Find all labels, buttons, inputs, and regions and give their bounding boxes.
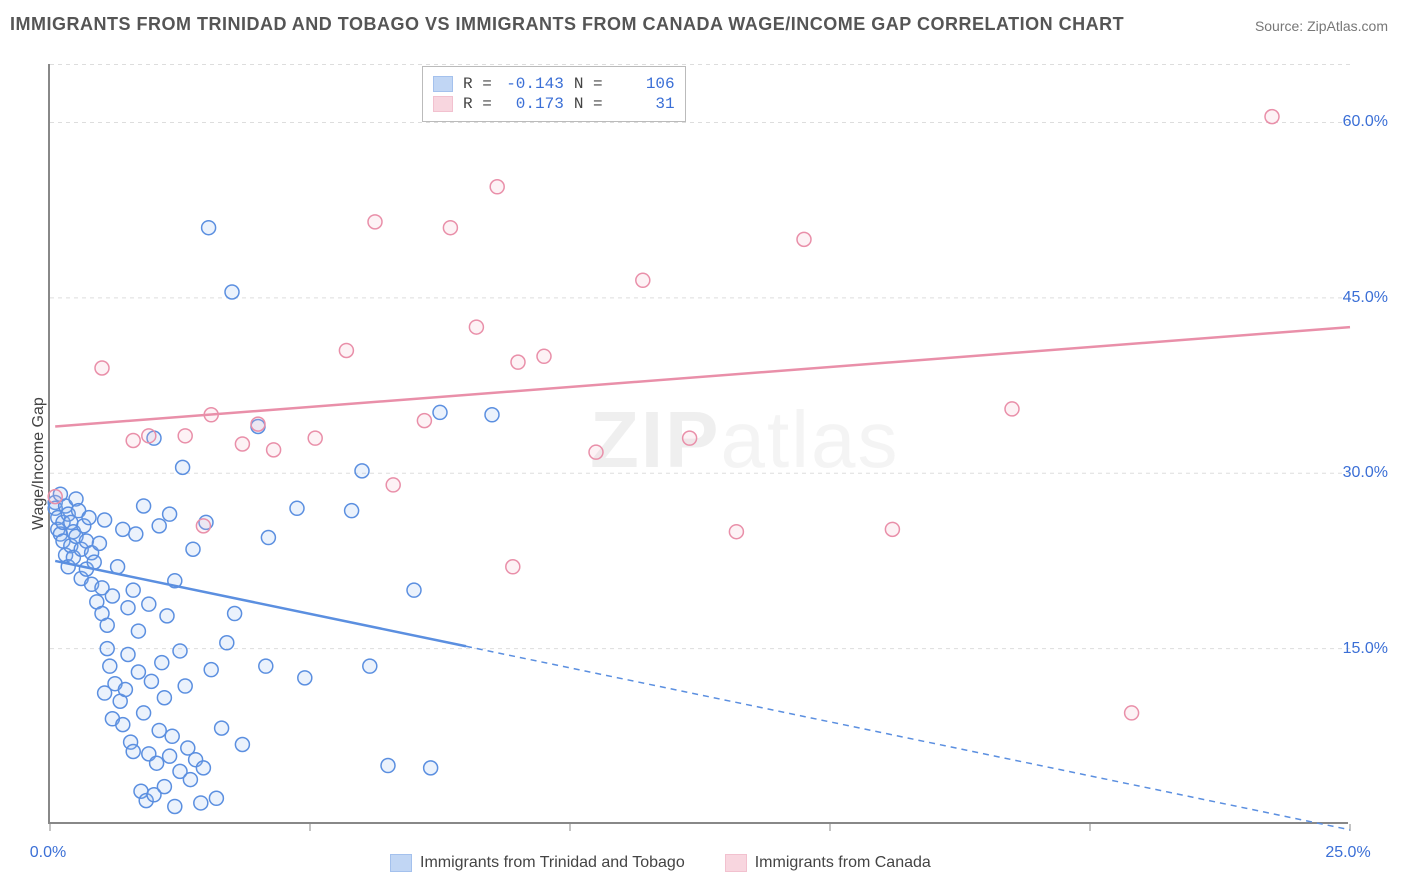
legend-swatch-a	[390, 854, 412, 872]
n-value-b: 31	[613, 95, 675, 113]
x-ticks	[50, 824, 1350, 831]
source-label: Source: ZipAtlas.com	[1255, 18, 1388, 34]
y-tick-label: 60.0%	[1343, 113, 1388, 131]
legend-swatch-b	[725, 854, 747, 872]
stats-swatch-b	[433, 96, 453, 112]
chart-container: { "title": "IMMIGRANTS FROM TRINIDAD AND…	[0, 0, 1406, 892]
n-value-a: 106	[613, 75, 675, 93]
x-tick-label: 0.0%	[30, 844, 66, 862]
legend: Immigrants from Trinidad and Tobago Immi…	[390, 838, 931, 888]
chart-title: IMMIGRANTS FROM TRINIDAD AND TOBAGO VS I…	[10, 14, 1124, 35]
x-tick-label: 25.0%	[1325, 844, 1370, 862]
n-label-2: N =	[574, 95, 603, 113]
y-tick-label: 15.0%	[1343, 640, 1388, 658]
series-b-points	[48, 110, 1279, 720]
y-tick-label: 30.0%	[1343, 464, 1388, 482]
gridlines	[50, 65, 1350, 649]
stats-swatch-a	[433, 76, 453, 92]
r-value-a: -0.143	[502, 75, 564, 93]
stats-row-b: R = 0.173 N = 31	[433, 95, 675, 113]
stats-box: R = -0.143 N = 106 R = 0.173 N = 31	[422, 66, 686, 122]
legend-item-a: Immigrants from Trinidad and Tobago	[390, 854, 685, 872]
r-value-b: 0.173	[502, 95, 564, 113]
y-axis-label: Wage/Income Gap	[30, 397, 48, 530]
y-axis-label-wrap: Wage/Income Gap	[8, 0, 38, 892]
series-a-points	[48, 221, 499, 814]
legend-label-a: Immigrants from Trinidad and Tobago	[420, 854, 685, 872]
legend-item-b: Immigrants from Canada	[725, 854, 931, 872]
r-label-2: R =	[463, 95, 492, 113]
series-b-trendline	[55, 327, 1350, 426]
series-a-trendline	[55, 561, 1350, 830]
r-label: R =	[463, 75, 492, 93]
legend-label-b: Immigrants from Canada	[755, 854, 931, 872]
plot-svg	[50, 64, 1348, 822]
y-tick-label: 45.0%	[1343, 289, 1388, 307]
plot-area: ZIPatlas	[48, 64, 1348, 824]
stats-row-a: R = -0.143 N = 106	[433, 75, 675, 93]
n-label: N =	[574, 75, 603, 93]
